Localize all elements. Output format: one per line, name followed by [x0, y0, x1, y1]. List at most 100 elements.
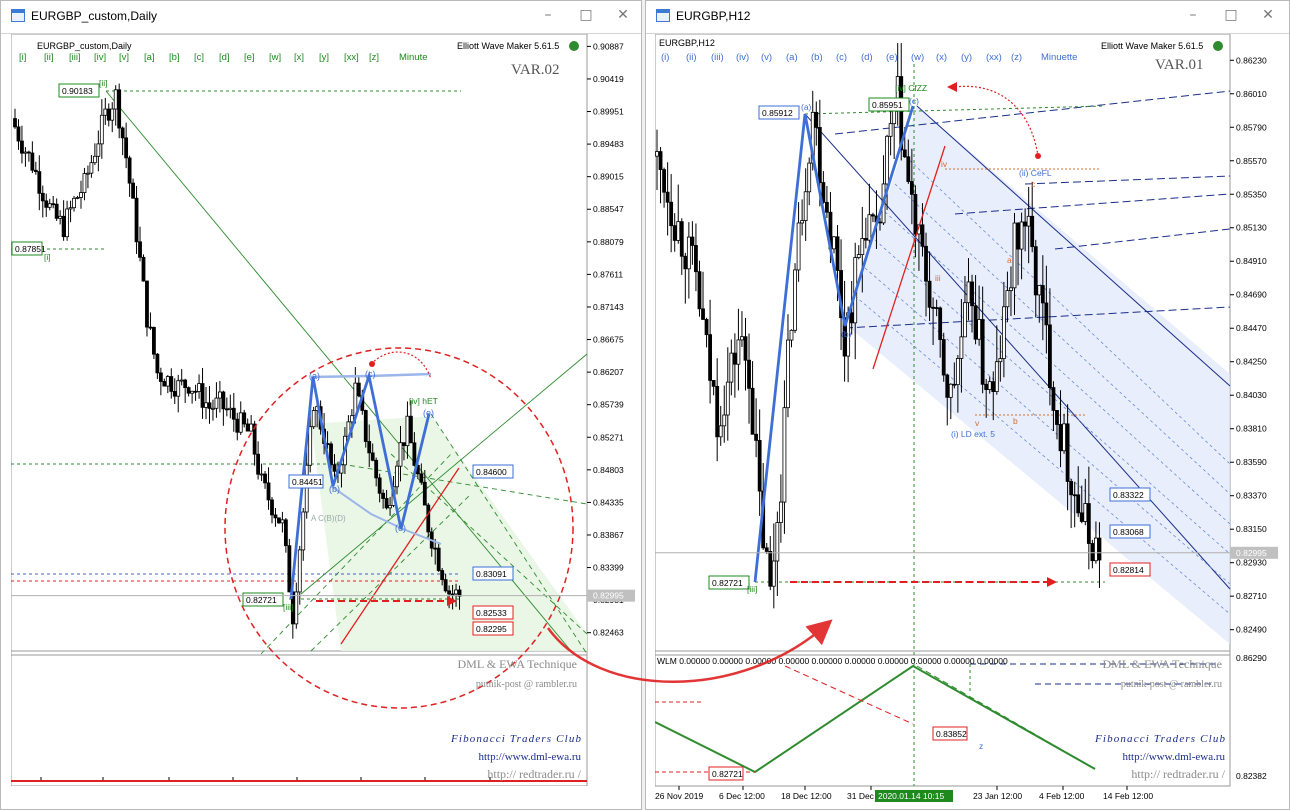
wave-button[interactable]: (e)	[886, 52, 898, 63]
candle-body	[807, 162, 812, 193]
candle-body	[835, 236, 840, 271]
candle-body	[1055, 410, 1059, 425]
wave-button[interactable]: [xx]	[344, 52, 359, 63]
wave-button[interactable]: (v)	[761, 52, 772, 63]
wave-button[interactable]: [c]	[194, 52, 204, 63]
wave-button[interactable]: (ii)	[686, 52, 697, 63]
wave-button[interactable]: [y]	[319, 52, 329, 63]
wave-button[interactable]: [x]	[294, 52, 304, 63]
left-chart-area[interactable]: 0.90183 [ii] 0.87851 [i] 0.82721 [iii] [iv] hE…	[11, 34, 641, 786]
wave-button[interactable]: [d]	[219, 52, 230, 63]
right-chart-area[interactable]: 0.83852 0.82721 z 0.86290 0.82382 0.85912 0.8…	[655, 34, 1287, 804]
footer-url-1[interactable]: http://www.dml-ewa.ru	[478, 751, 581, 763]
wave-button[interactable]: [i]	[19, 52, 26, 63]
candle-body	[72, 197, 76, 209]
candle-body	[669, 201, 674, 227]
candle-body	[732, 352, 737, 365]
channel-fib-line	[904, 155, 1231, 465]
right-window-titlebar[interactable]: EURGBP,H12 – □ ✕	[646, 1, 1289, 34]
wave-button[interactable]: [ii]	[44, 52, 54, 63]
candle-body	[959, 336, 964, 359]
wave-button[interactable]: (i)	[661, 52, 669, 63]
wave-button[interactable]: (x)	[936, 52, 947, 63]
candle-body	[287, 545, 292, 593]
left-wave-buttons[interactable]: [i] [ii] [iii] [iv] [v] [a] [b] [c] [d] [e] [w] [x]…	[19, 52, 379, 63]
wave-button[interactable]: (xx)	[986, 52, 1002, 63]
candle-body	[849, 312, 854, 324]
left-window-titlebar[interactable]: EURGBP_custom,Daily – □ ✕	[1, 1, 641, 34]
level-label: 0.82721	[712, 769, 743, 779]
wave-label: (i) LD ext. 5	[951, 429, 995, 439]
candle-body	[440, 570, 445, 581]
level-label: 0.83091	[476, 569, 507, 579]
close-icon[interactable]: ✕	[1262, 7, 1274, 23]
wave-button[interactable]: (iii)	[711, 52, 724, 63]
wave-label: a	[1007, 255, 1012, 265]
level-label: 0.83322	[1113, 490, 1144, 500]
wave-button[interactable]: (iv)	[736, 52, 749, 63]
candle-body	[86, 172, 90, 175]
right-wave-buttons[interactable]: (i) (ii) (iii) (iv) (v) (a) (b) (c) (d) (e) (w) (x)…	[661, 52, 1022, 63]
wave-button[interactable]: (w)	[911, 52, 924, 63]
level-label: 0.84600	[476, 467, 507, 477]
level-label-box	[242, 592, 284, 607]
price-tick-label: 0.82710	[1236, 591, 1267, 601]
left-chart-window[interactable]: EURGBP_custom,Daily – □ ✕ 0.90183 [ii] 0.8…	[0, 0, 642, 810]
candle-body	[47, 203, 52, 208]
price-tick-label: 0.90419	[593, 74, 624, 84]
candle-body	[13, 118, 17, 128]
close-icon[interactable]: ✕	[617, 7, 629, 23]
candle-body	[252, 423, 257, 455]
wave-button[interactable]: (y)	[961, 52, 972, 63]
candle-body	[65, 208, 69, 238]
wave-button[interactable]: [iii]	[69, 52, 81, 63]
candle-body	[1094, 537, 1098, 562]
maximize-icon[interactable]: □	[1224, 7, 1238, 23]
maximize-icon[interactable]: □	[579, 7, 593, 23]
left-chart-canvas[interactable]: 0.90183[ii]0.87851[i]0.82721[iii][iv] hE…	[11, 34, 641, 786]
right-wave-degree[interactable]: Minuette	[1041, 52, 1077, 63]
footer-url-2[interactable]: http:// redtrader.ru /	[1131, 767, 1225, 781]
candle-body	[1079, 512, 1084, 522]
footer-url-1[interactable]: http://www.dml-ewa.ru	[1122, 751, 1225, 763]
wave-button[interactable]: (d)	[861, 52, 873, 63]
candle-body	[775, 522, 780, 562]
wave-button[interactable]: (a)	[786, 52, 798, 63]
price-tick-label: 0.82930	[1236, 558, 1267, 568]
candle-body	[1019, 221, 1024, 250]
left-wave-degree[interactable]: Minute	[399, 52, 428, 63]
wave-button[interactable]: [iv]	[94, 52, 106, 63]
price-tick-label: 0.86207	[593, 367, 624, 377]
minimize-icon[interactable]: –	[544, 7, 552, 23]
wave-button[interactable]: (b)	[811, 52, 823, 63]
wave-button[interactable]: [b]	[169, 52, 180, 63]
wave-button[interactable]: [z]	[369, 52, 379, 63]
wave-label: iii	[935, 273, 941, 283]
price-tick-label: 0.83810	[1236, 424, 1267, 434]
wave-button[interactable]: [a]	[144, 52, 155, 63]
candle-body	[58, 215, 63, 219]
channel-line	[916, 105, 1231, 387]
wave-button[interactable]: [w]	[269, 52, 281, 63]
candle-body	[977, 319, 982, 340]
wave-button[interactable]: [e]	[244, 52, 255, 63]
candle-body	[138, 241, 142, 258]
right-chart-window[interactable]: EURGBP,H12 – □ ✕ 0.83852 0.82721 z 0.86290 0…	[645, 0, 1290, 810]
candle-body	[913, 193, 918, 235]
footer-url-2[interactable]: http:// redtrader.ru /	[487, 767, 581, 781]
candle-body	[89, 162, 94, 174]
candle-body	[1062, 423, 1066, 452]
right-variant-label: VAR.01	[1155, 57, 1204, 73]
wave-label: v	[975, 418, 980, 428]
level-label-box	[472, 464, 514, 479]
wave-button[interactable]: [v]	[119, 52, 129, 63]
wave-button[interactable]: (c)	[836, 52, 847, 63]
minimize-icon[interactable]: –	[1189, 7, 1197, 23]
candle-body	[381, 492, 386, 499]
candle-body	[395, 465, 399, 488]
candle-body	[304, 464, 309, 513]
wave-button[interactable]: (z)	[1011, 52, 1022, 63]
candle-body	[51, 203, 56, 206]
candle-body	[867, 214, 872, 241]
